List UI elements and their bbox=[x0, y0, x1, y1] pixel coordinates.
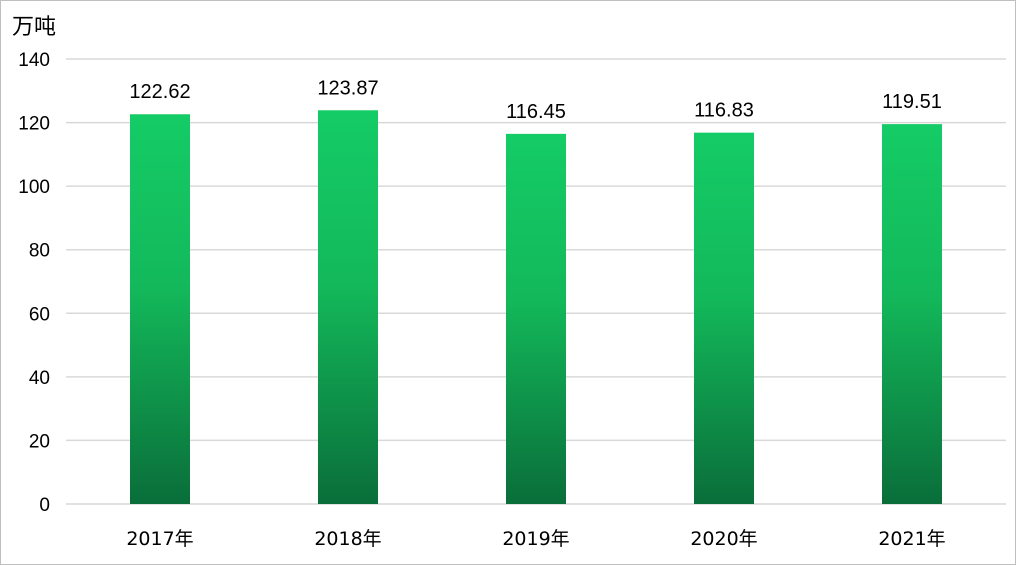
y-axis-ticks: 0 20 40 60 80 100 120 140 bbox=[18, 50, 50, 516]
x-tick-label: 2019年 bbox=[502, 528, 569, 550]
x-tick-label: 2020年 bbox=[690, 528, 757, 550]
bars bbox=[130, 110, 942, 505]
data-labels: 122.62 123.87 116.45 116.83 119.51 bbox=[129, 77, 941, 123]
x-tick-label: 2017年 bbox=[126, 528, 193, 550]
bar bbox=[130, 114, 190, 505]
y-axis-unit-label: 万吨 bbox=[12, 15, 56, 40]
y-tick-label: 100 bbox=[18, 177, 50, 198]
data-label: 119.51 bbox=[882, 91, 942, 113]
bar bbox=[318, 110, 378, 504]
y-tick-label: 80 bbox=[29, 241, 50, 262]
data-label: 116.45 bbox=[506, 101, 566, 123]
y-tick-label: 0 bbox=[39, 495, 50, 516]
y-tick-label: 20 bbox=[29, 431, 50, 452]
y-tick-label: 140 bbox=[18, 50, 50, 71]
x-axis-labels: 2017年 2018年 2019年 2020年 2021年 bbox=[126, 528, 945, 550]
data-label: 116.83 bbox=[694, 100, 754, 122]
bar bbox=[694, 132, 754, 504]
data-label: 123.87 bbox=[317, 77, 378, 99]
y-tick-label: 40 bbox=[29, 368, 50, 389]
x-tick-label: 2021年 bbox=[878, 528, 945, 550]
x-tick-label: 2018年 bbox=[314, 528, 381, 550]
bar bbox=[882, 124, 942, 504]
bar bbox=[506, 133, 566, 505]
data-label: 122.62 bbox=[129, 81, 190, 103]
y-tick-label: 120 bbox=[18, 114, 50, 135]
y-tick-label: 60 bbox=[29, 304, 50, 325]
